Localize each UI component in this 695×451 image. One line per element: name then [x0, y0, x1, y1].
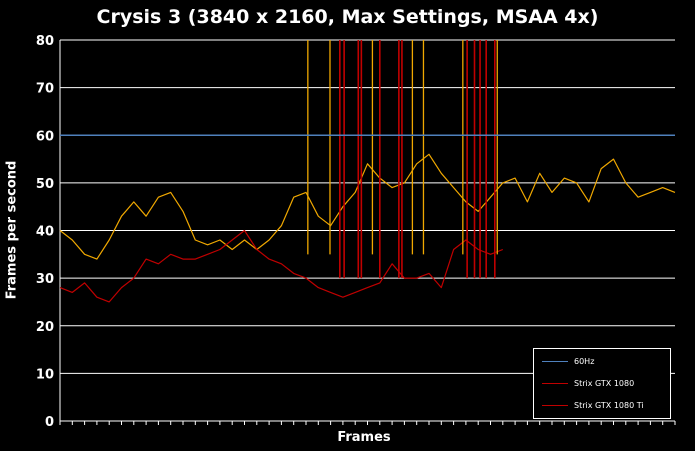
chart-title: Crysis 3 (3840 x 2160, Max Settings, MSA… [96, 6, 599, 28]
series-line-strix-gtx-1080-ti [59, 153, 676, 260]
legend-label-60hz: 60Hz [574, 356, 595, 366]
series-line-strix-gtx-1080 [59, 229, 504, 303]
legend-item-strix-gtx-1080: Strix GTX 1080 [542, 377, 634, 389]
legend-label-strix-gtx-1080-ti: Strix GTX 1080 Ti [574, 400, 644, 410]
y-tick-label-60: 60 [36, 129, 54, 144]
y-tick-label-20: 20 [36, 320, 54, 335]
x-axis-label: Frames [337, 430, 391, 445]
legend-swatch-strix-gtx-1080 [542, 382, 568, 384]
legend-swatch-strix-gtx-1080-ti [542, 404, 568, 406]
y-tick-label-0: 0 [45, 415, 54, 430]
y-tick-label-40: 40 [36, 225, 54, 240]
legend-item-60hz: 60Hz [542, 355, 594, 367]
legend-label-strix-gtx-1080: Strix GTX 1080 [574, 378, 635, 388]
chart-legend: 60Hz Strix GTX 1080 Strix GTX 1080 Ti [533, 348, 671, 419]
y-tick-label-80: 80 [36, 34, 54, 49]
y-tick-label-50: 50 [36, 177, 54, 192]
y-tick-label-70: 70 [36, 82, 54, 97]
y-tick-label-10: 10 [36, 367, 54, 382]
y-tick-label-30: 30 [36, 272, 54, 287]
legend-swatch-60hz [542, 360, 568, 362]
legend-item-strix-gtx-1080-ti: Strix GTX 1080 Ti [542, 399, 644, 411]
